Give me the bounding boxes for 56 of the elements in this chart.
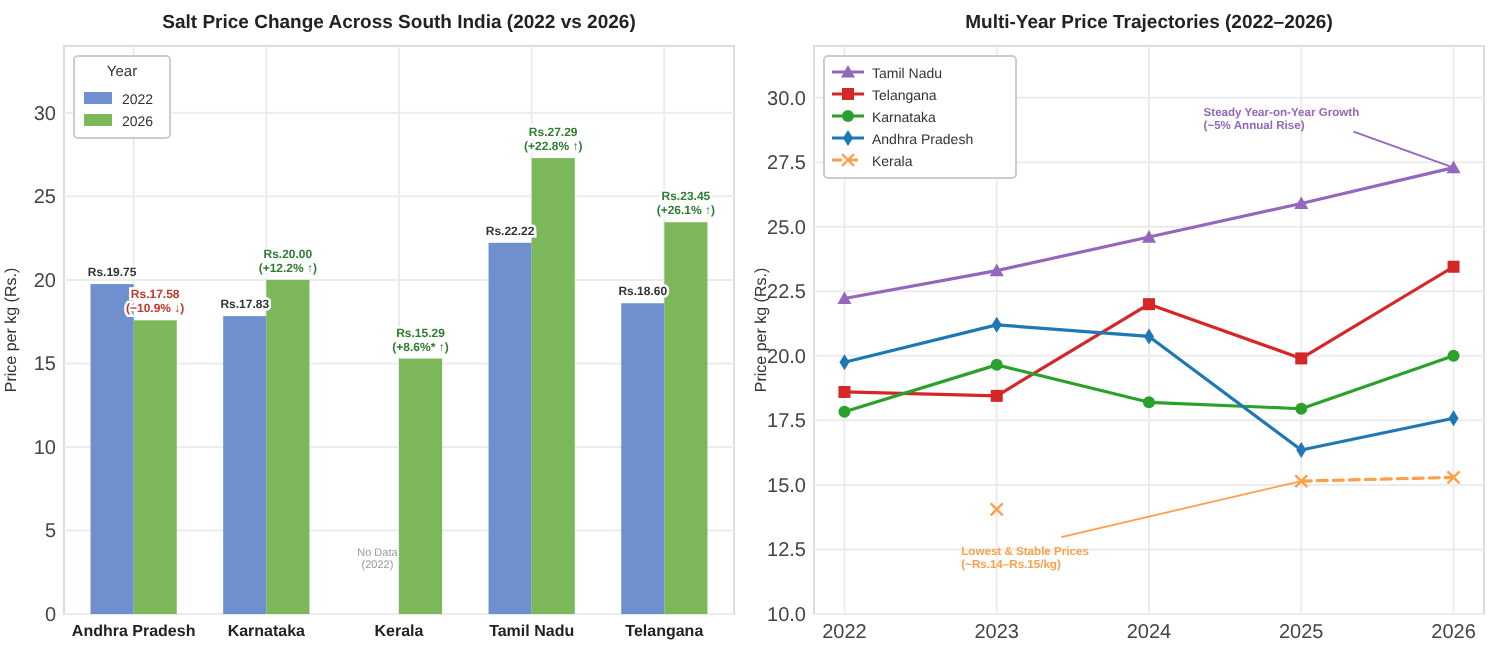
point — [1143, 396, 1155, 409]
y-tick-label: 15 — [33, 354, 57, 377]
x-tick-label: Kerala — [374, 622, 425, 640]
bar — [399, 358, 443, 614]
x-tick-label: Tamil Nadu — [489, 622, 575, 640]
y-axis-title: Price per kg (Rs.) — [2, 267, 20, 393]
x-tick-label: Karnataka — [227, 622, 307, 640]
point — [1142, 230, 1156, 243]
point — [989, 263, 1004, 277]
point — [838, 385, 851, 398]
y-tick-label: 20.0 — [767, 346, 807, 369]
y-tick-label: 15.0 — [767, 475, 807, 498]
point — [1295, 402, 1308, 415]
point — [1295, 352, 1308, 365]
point — [837, 291, 852, 305]
y-axis-title: Price per kg (Rs.) — [752, 267, 770, 393]
y-tick-label: 5 — [44, 521, 57, 544]
point — [1447, 260, 1460, 273]
x-tick-label: 2026 — [1431, 622, 1477, 644]
y-tick-label: 10 — [33, 437, 57, 460]
point — [1143, 298, 1155, 311]
y-tick-label: 25.0 — [767, 217, 807, 240]
y-tick-label: 12.5 — [767, 540, 807, 563]
bar — [266, 279, 310, 614]
point — [990, 358, 1003, 371]
bar — [223, 316, 267, 614]
y-tick-label: 10.0 — [767, 605, 807, 627]
y-tick-label: 22.5 — [767, 282, 807, 305]
y-tick-label: 25 — [33, 187, 57, 210]
point — [838, 405, 851, 418]
bar — [531, 158, 575, 614]
y-tick-label: 17.5 — [767, 411, 807, 434]
x-tick-label: Andhra Pradesh — [71, 622, 196, 640]
point — [1294, 196, 1309, 210]
bar — [133, 320, 177, 614]
y-tick-label: 30 — [33, 103, 57, 126]
point — [1447, 349, 1460, 362]
x-tick-label: 2023 — [974, 622, 1020, 644]
x-tick-label: 2022 — [822, 622, 868, 644]
y-tick-label: 0 — [44, 605, 57, 627]
point — [1446, 470, 1461, 485]
point — [1446, 160, 1461, 174]
point — [989, 502, 1004, 517]
point — [1294, 473, 1309, 489]
chart-title: Salt Price Change Across South India (2022 vs 2026) — [162, 12, 636, 34]
x-tick-label: 2024 — [1126, 622, 1173, 644]
x-tick-label: Telangana — [625, 622, 705, 640]
y-tick-label: 20 — [33, 270, 57, 293]
y-tick-label: 27.5 — [767, 153, 807, 176]
bar — [664, 222, 708, 614]
point — [990, 389, 1003, 402]
y-tick-label: 30.0 — [767, 88, 807, 111]
chart-title: Multi-Year Price Trajectories (2022–2026) — [965, 12, 1333, 34]
x-tick-label: 2025 — [1279, 622, 1325, 644]
bar — [488, 242, 532, 614]
bar — [621, 303, 665, 614]
